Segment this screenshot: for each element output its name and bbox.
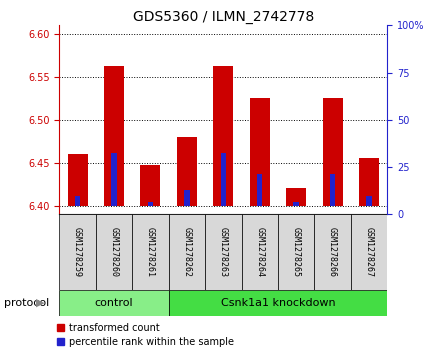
Bar	[104, 66, 124, 205]
Bar	[213, 66, 233, 205]
Bar	[293, 202, 299, 205]
Text: control: control	[95, 298, 133, 308]
Bar	[257, 174, 262, 205]
Text: GSM1278265: GSM1278265	[292, 227, 301, 277]
Text: Csnk1a1 knockdown: Csnk1a1 knockdown	[220, 298, 335, 308]
Legend: transformed count, percentile rank within the sample: transformed count, percentile rank withi…	[55, 321, 236, 348]
Bar	[96, 214, 132, 290]
Bar	[132, 214, 169, 290]
Bar	[220, 153, 226, 205]
Bar	[59, 214, 96, 290]
Bar	[314, 214, 351, 290]
Bar	[330, 174, 335, 205]
Text: GSM1278260: GSM1278260	[110, 227, 118, 277]
Bar	[148, 202, 153, 205]
Bar	[75, 196, 81, 205]
Bar	[59, 290, 169, 316]
Text: ▶: ▶	[36, 298, 45, 308]
Text: protocol: protocol	[4, 298, 50, 308]
Bar	[68, 154, 88, 205]
Text: GSM1278266: GSM1278266	[328, 227, 337, 277]
Text: GSM1278263: GSM1278263	[219, 227, 228, 277]
Bar	[169, 290, 387, 316]
Bar	[140, 165, 161, 205]
Bar	[351, 214, 387, 290]
Bar	[250, 98, 270, 205]
Bar	[359, 158, 379, 205]
Bar	[286, 188, 306, 205]
Bar	[242, 214, 278, 290]
Text: GSM1278259: GSM1278259	[73, 227, 82, 277]
Text: GSM1278264: GSM1278264	[255, 227, 264, 277]
Text: GSM1278262: GSM1278262	[182, 227, 191, 277]
Bar	[278, 214, 314, 290]
Title: GDS5360 / ILMN_2742778: GDS5360 / ILMN_2742778	[133, 11, 314, 24]
Bar	[205, 214, 242, 290]
Bar	[177, 137, 197, 205]
Bar	[111, 153, 117, 205]
Text: GSM1278261: GSM1278261	[146, 227, 155, 277]
Bar	[184, 191, 190, 205]
Bar	[366, 196, 372, 205]
Text: GSM1278267: GSM1278267	[364, 227, 374, 277]
Bar	[169, 214, 205, 290]
Bar	[323, 98, 343, 205]
